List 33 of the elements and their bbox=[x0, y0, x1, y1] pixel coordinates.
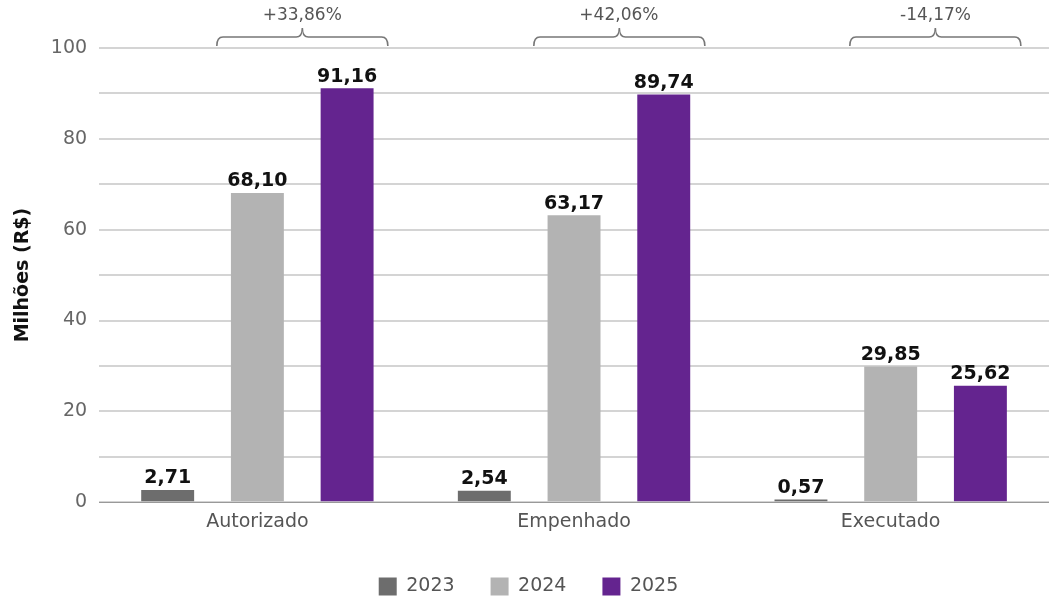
y-tick-label: 80 bbox=[62, 125, 88, 148]
text: 29,85 bbox=[860, 342, 921, 365]
bar bbox=[637, 94, 691, 502]
text: 89,74 bbox=[633, 70, 694, 93]
text: 91,16 bbox=[317, 63, 378, 86]
y-tick-label: 60 bbox=[62, 216, 88, 239]
y-tick-label: 20 bbox=[62, 398, 88, 421]
text: 25,62 bbox=[950, 361, 1011, 384]
bar bbox=[864, 366, 918, 502]
x-tick-label: Empenhado bbox=[517, 508, 631, 531]
bar bbox=[953, 385, 1007, 502]
legend-label: 2023 bbox=[406, 573, 455, 596]
bar bbox=[457, 490, 511, 502]
text: 2,71 bbox=[144, 465, 192, 488]
text: 0,57 bbox=[777, 475, 825, 498]
y-tick-label: 100 bbox=[50, 34, 88, 57]
text: 68,10 bbox=[227, 168, 288, 191]
bar bbox=[230, 192, 284, 502]
bar bbox=[320, 88, 374, 502]
legend-label: 2025 bbox=[629, 573, 679, 596]
text: -14,17% bbox=[900, 3, 972, 24]
x-tick-label: Autorizado bbox=[206, 508, 309, 531]
bar bbox=[141, 489, 195, 502]
text: +42,06% bbox=[579, 3, 659, 24]
legend-label: 2024 bbox=[518, 573, 567, 596]
y-tick-label: 40 bbox=[62, 307, 88, 330]
x-tick-label: Executado bbox=[840, 508, 941, 531]
bar bbox=[547, 215, 601, 502]
y-tick-label: 0 bbox=[74, 489, 88, 512]
text: +33,86% bbox=[262, 3, 342, 24]
y-axis-title: Milhões (R$) bbox=[10, 207, 33, 343]
text: 2,54 bbox=[460, 466, 508, 489]
text: 63,17 bbox=[543, 190, 605, 213]
